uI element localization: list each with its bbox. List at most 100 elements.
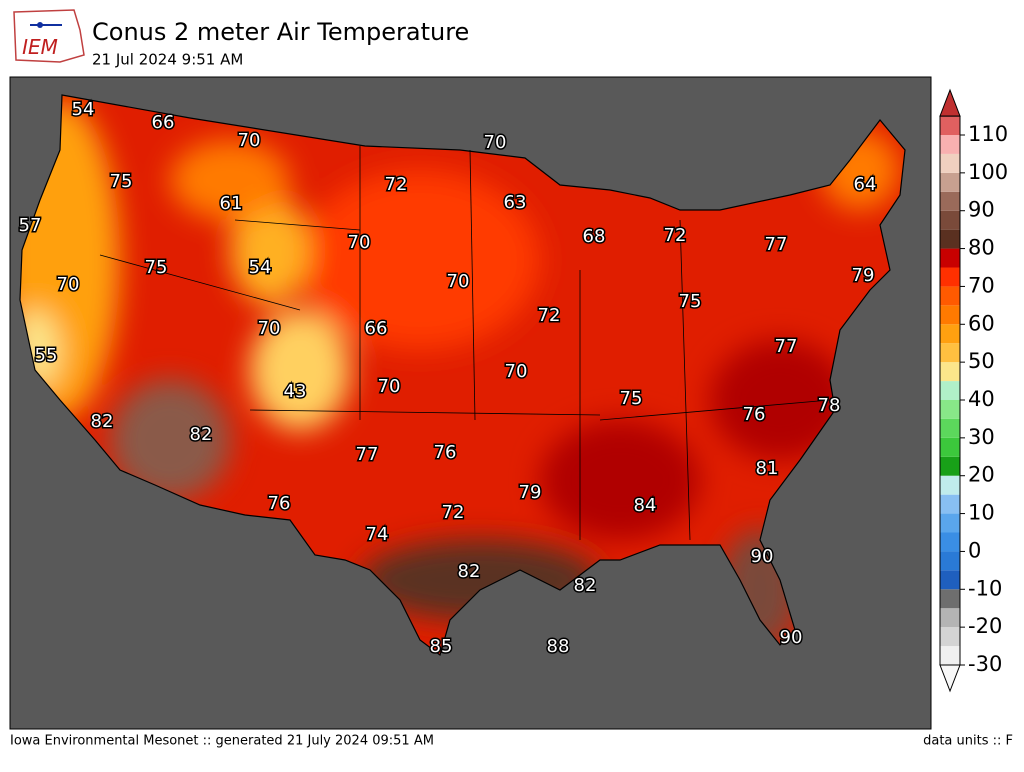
station-label: 70 <box>238 130 261 151</box>
colorbar-band <box>940 305 960 325</box>
colorbar-band <box>940 135 960 154</box>
state-borders <box>99 146 831 541</box>
station-label: 90 <box>780 627 803 648</box>
station-label: 64 <box>854 174 877 195</box>
station-label: 77 <box>356 444 379 465</box>
footer-right: data units :: F <box>923 734 1013 749</box>
station-label: 76 <box>743 404 766 425</box>
station-labels: 54 66 70 70 75 72 61 63 64 57 68 72 70 77 54 75 70 79 70 72… <box>17 98 878 659</box>
colorbar-tick-label: -20 <box>968 614 1002 638</box>
station-label: 76 <box>268 493 291 514</box>
colorbar-tick-label: -10 <box>968 576 1002 600</box>
station-label: 77 <box>775 336 798 357</box>
colorbar: -30 -20 -10 0 10 20 30 40 50 60 70 80 90 100 110 <box>939 88 1008 693</box>
station-label: 66 <box>152 112 175 133</box>
station-label: 61 <box>220 193 243 214</box>
station-label: 74 <box>366 524 389 545</box>
title: Conus 2 meter Air Temperature <box>92 18 469 46</box>
us-outline <box>19 94 906 657</box>
station-label: 72 <box>442 502 465 523</box>
colorbar-band <box>940 475 960 495</box>
colorbar-band <box>940 191 960 211</box>
colorbar-band <box>940 418 960 438</box>
colorbar-band <box>940 362 960 382</box>
station-label: 75 <box>110 171 133 192</box>
station-label: 54 <box>72 99 95 120</box>
colorbar-band <box>940 646 960 665</box>
footer-left: Iowa Environmental Mesonet :: generated … <box>10 734 434 749</box>
station-label: 88 <box>547 636 570 657</box>
colorbar-tick-label: 60 <box>968 311 995 335</box>
station-label: 43 <box>284 381 307 402</box>
station-label: 70 <box>505 361 528 382</box>
colorbar-band <box>940 400 960 419</box>
colorbar-band <box>940 589 960 609</box>
colorbar-band <box>940 627 960 647</box>
colorbar-tick-label: 50 <box>968 349 995 373</box>
station-label: 81 <box>756 458 779 479</box>
colorbar-band <box>940 494 960 514</box>
colorbar-tick-label: 110 <box>968 122 1008 146</box>
colorbar-frame <box>939 115 961 666</box>
colorbar-band <box>940 324 960 344</box>
colorbar-band <box>940 343 960 363</box>
station-label: 72 <box>538 305 561 326</box>
station-label: 76 <box>434 442 457 463</box>
colorbar-band <box>940 116 960 135</box>
colorbar-band <box>940 532 960 552</box>
colorbar-tick-label: 70 <box>968 273 995 297</box>
colorbar-band <box>940 456 960 476</box>
colorbar-tick-label: 10 <box>968 501 995 525</box>
station-label: 66 <box>365 318 388 339</box>
station-label: 70 <box>57 274 80 295</box>
station-label: 79 <box>852 265 875 286</box>
colorbar-band <box>940 513 960 533</box>
colorbar-band <box>940 437 960 457</box>
colorbar-tick-label: -30 <box>968 652 1002 676</box>
station-label: 55 <box>35 345 58 366</box>
station-label: 70 <box>258 318 281 339</box>
colorbar-band <box>940 229 960 249</box>
colorbar-band <box>940 608 960 628</box>
station-label: 70 <box>348 232 371 253</box>
subtitle: 21 Jul 2024 9:51 AM <box>92 51 243 69</box>
colorbar-tick-label: 100 <box>968 160 1008 184</box>
colorbar-band <box>940 210 960 230</box>
colorbar-band <box>940 172 960 192</box>
station-label: 54 <box>249 257 272 278</box>
station-label: 72 <box>664 225 687 246</box>
colorbar-tick-label: 20 <box>968 463 995 487</box>
station-label: 70 <box>447 271 470 292</box>
colorbar-band <box>940 248 960 268</box>
station-label: 82 <box>190 424 213 445</box>
logo-text: IEM <box>22 35 58 59</box>
station-label: 75 <box>679 291 702 312</box>
station-label: 70 <box>484 132 507 153</box>
colorbar-band <box>940 570 960 590</box>
colorbar-band <box>940 381 960 400</box>
station-label: 68 <box>583 226 606 247</box>
station-label: 85 <box>430 636 453 657</box>
station-label: 90 <box>751 546 774 567</box>
colorbar-band <box>940 286 960 306</box>
colorbar-band <box>940 551 960 571</box>
station-label: 75 <box>620 388 643 409</box>
colorbar-band <box>940 267 960 287</box>
station-label: 84 <box>634 495 657 516</box>
colorbar-under <box>939 664 961 693</box>
station-label: 82 <box>91 411 114 432</box>
station-label: 82 <box>574 575 597 596</box>
colorbar-band <box>940 153 960 173</box>
colorbar-tick-label: 30 <box>968 425 995 449</box>
colorbar-tick-label: 80 <box>968 236 995 260</box>
colorbar-tick-label: 0 <box>968 538 981 562</box>
colorbar-tick-label: 90 <box>968 198 995 222</box>
station-label: 82 <box>458 561 481 582</box>
station-label: 57 <box>19 215 42 236</box>
station-label: 63 <box>504 192 527 213</box>
station-label: 72 <box>385 174 408 195</box>
colorbar-tick-label: 40 <box>968 387 995 411</box>
station-label: 70 <box>378 376 401 397</box>
station-label: 79 <box>519 482 542 503</box>
